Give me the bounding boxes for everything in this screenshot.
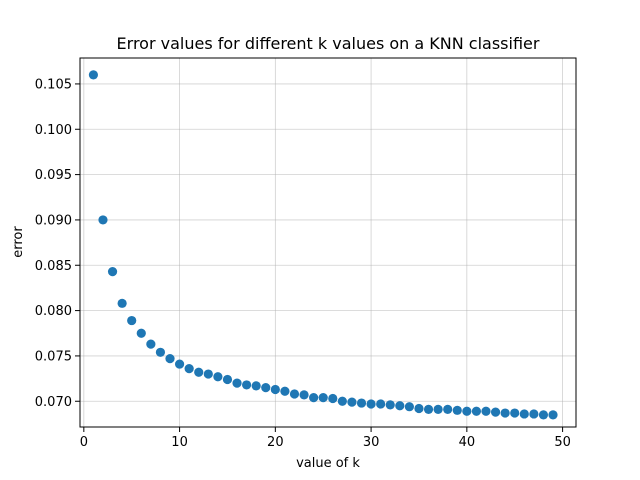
data-point (174, 359, 185, 369)
chart-title: Error values for different k values on a… (117, 34, 540, 53)
y-tick-label: 0.090 (35, 213, 72, 228)
y-tick-label: 0.085 (35, 259, 72, 274)
data-point (404, 402, 414, 412)
data-point (203, 369, 213, 379)
data-point (548, 410, 558, 420)
data-point (443, 404, 453, 415)
data-point (88, 70, 99, 80)
y-tick-label: 0.095 (35, 168, 72, 183)
data-point (289, 389, 300, 399)
data-point (165, 354, 175, 364)
data-point (490, 407, 501, 417)
data-point (127, 315, 137, 326)
data-point (117, 298, 127, 308)
data-point (529, 409, 539, 419)
data-point (309, 393, 319, 403)
x-axis-ticks: 0 10 20 30 40 50 (80, 427, 571, 450)
data-point (337, 396, 347, 406)
x-tick-label: 20 (267, 435, 284, 450)
x-tick-label: 10 (171, 435, 188, 450)
data-point (222, 374, 233, 385)
data-point (500, 408, 510, 418)
y-tick-label: 0.075 (35, 349, 72, 364)
data-point (433, 404, 443, 415)
data-point (347, 397, 357, 407)
data-point (213, 372, 223, 382)
data-point (299, 390, 309, 400)
data-point (376, 399, 386, 409)
data-point (232, 378, 242, 388)
data-point (395, 401, 405, 411)
data-point (538, 410, 549, 420)
data-point (251, 381, 261, 391)
data-point (510, 408, 520, 418)
y-tick-label: 0.100 (35, 123, 72, 138)
data-point (481, 406, 491, 416)
data-point (184, 364, 194, 374)
data-point (270, 384, 280, 395)
data-point (414, 403, 424, 414)
y-tick-label: 0.080 (35, 304, 72, 319)
y-axis-ticks: 0.070 0.075 0.080 0.085 0.090 0.095 0.100 0.105 (35, 77, 80, 410)
data-point (519, 409, 529, 419)
y-axis-label: error (11, 226, 26, 258)
data-point (462, 406, 472, 416)
data-point (423, 404, 434, 415)
data-point (107, 267, 118, 277)
data-points (88, 70, 558, 420)
data-point (280, 386, 290, 396)
y-tick-label: 0.105 (35, 77, 72, 92)
data-point (328, 393, 338, 404)
plot-frame (79, 57, 577, 428)
data-point (471, 406, 482, 416)
data-point (452, 405, 462, 415)
data-point (356, 398, 367, 408)
data-point (146, 339, 156, 349)
data-point (318, 393, 328, 403)
data-point (385, 400, 395, 410)
x-tick-label: 40 (459, 435, 476, 450)
data-point (194, 367, 204, 377)
x-tick-label: 50 (554, 435, 571, 450)
x-tick-label: 0 (80, 435, 88, 450)
x-axis-label: value of k (296, 456, 360, 471)
data-point (242, 380, 252, 390)
data-point (261, 383, 271, 393)
x-tick-label: 30 (363, 435, 380, 450)
data-point (155, 347, 166, 357)
data-point (366, 399, 376, 409)
data-point (98, 215, 108, 225)
y-tick-label: 0.070 (35, 395, 72, 410)
data-point (136, 328, 146, 338)
